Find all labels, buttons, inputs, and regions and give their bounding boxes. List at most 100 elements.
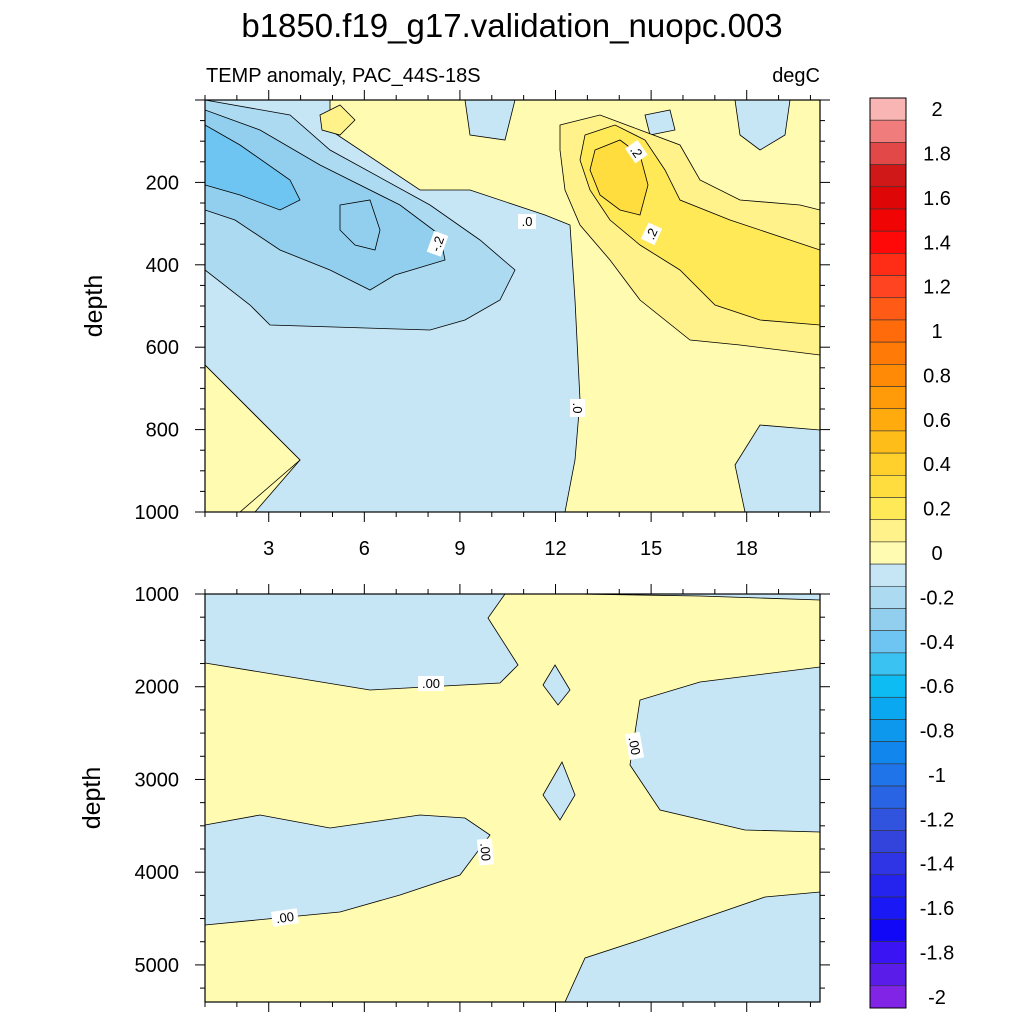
colorbar-swatch <box>869 275 907 299</box>
colorbar-swatch <box>869 830 907 853</box>
colorbar-swatch <box>869 785 907 809</box>
y-tick-label: 3000 <box>135 769 180 791</box>
upper-cool-patch-bottom-right <box>734 424 820 512</box>
contour-label: .00 <box>418 676 444 691</box>
colorbar-label: -0.6 <box>920 676 954 698</box>
colorbar-swatch <box>869 341 907 365</box>
lower-axis-ticks: 1000 2000 3000 4000 5000 <box>135 584 830 1012</box>
x-tick-label: 6 <box>359 538 370 560</box>
colorbar-label: 0.2 <box>923 499 951 521</box>
contour-label: .0 <box>570 399 585 417</box>
contour-label: .2 <box>640 222 663 246</box>
colorbar-swatch <box>869 674 907 698</box>
colorbar-swatch <box>869 253 907 276</box>
colorbar-label: -2 <box>928 987 946 1009</box>
upper-warm-patch-surface <box>319 104 356 136</box>
colorbar-label: -0.4 <box>920 632 954 654</box>
colorbar-swatch <box>869 608 907 631</box>
colorbar-label: 2 <box>931 99 942 121</box>
lower-contour-labels: .00 .00 .00 .00 <box>271 676 645 927</box>
svg-text:.00: .00 <box>477 842 494 861</box>
lower-cool-region-right <box>629 666 820 833</box>
colorbar-swatch <box>869 519 907 543</box>
y-tick-label: 2000 <box>135 677 180 699</box>
x-tick-label: 18 <box>736 538 758 560</box>
colorbar: 2 1.8 1.6 1.4 1.2 1 0.8 0.6 0.4 0.2 0 -0.2 -0.4 -0.6 -… <box>869 97 954 1009</box>
colorbar-label: -1.2 <box>920 809 954 831</box>
colorbar-swatch <box>869 741 907 765</box>
y-tick-label: 200 <box>146 172 179 194</box>
x-tick-label: 3 <box>263 538 274 560</box>
colorbar-swatch <box>869 119 907 143</box>
colorbar-swatch <box>869 630 907 654</box>
svg-text:.00: .00 <box>275 909 295 926</box>
colorbar-swatch <box>869 97 907 121</box>
lower-panel: .00 .00 .00 .00 1000 2000 3000 4000 5000 dep… <box>78 584 830 1012</box>
upper-warm-patch-bottom-left <box>205 364 301 512</box>
contour-label: .00 <box>624 731 645 761</box>
x-tick-label: 12 <box>544 538 566 560</box>
lower-cool-blob-2 <box>542 761 576 821</box>
upper-contour-field <box>205 100 820 512</box>
svg-text:.0: .0 <box>522 214 533 229</box>
colorbar-swatch <box>869 230 907 254</box>
colorbar-swatch <box>869 696 907 720</box>
y-tick-label: 800 <box>146 420 179 442</box>
x-tick-label: 9 <box>454 538 465 560</box>
colorbar-swatch <box>869 475 907 498</box>
upper-cool-patch-surface-3 <box>734 100 791 151</box>
panel-subtitle-left: TEMP anomaly, PAC_44S-18S <box>206 65 481 87</box>
colorbar-swatch <box>869 896 907 920</box>
colorbar-swatch <box>869 874 907 898</box>
upper-cool-patch-surface-2 <box>644 109 676 136</box>
colorbar-label: 1.4 <box>923 232 951 254</box>
colorbar-label: 1.8 <box>923 143 951 165</box>
y-tick-label: 1000 <box>135 584 180 606</box>
colorbar-swatch <box>869 208 907 232</box>
colorbar-swatch <box>869 985 907 1009</box>
y-tick-label: 5000 <box>135 955 180 977</box>
upper-cool-patch-surface-1 <box>464 100 516 141</box>
colorbar-swatch <box>869 652 907 676</box>
colorbar-label: -0.2 <box>920 587 954 609</box>
lower-cool-region-bottom <box>564 891 820 1002</box>
colorbar-swatch <box>869 386 907 410</box>
upper-contour-labels: -.2 .0 .2 .2 .0 <box>426 140 663 417</box>
svg-text:-.2: -.2 <box>428 234 447 253</box>
upper-axis-ticks: 3 6 9 12 15 18 200 400 600 800 1000 <box>135 90 830 560</box>
svg-text:.00: .00 <box>626 736 644 756</box>
colorbar-label: -0.8 <box>920 721 954 743</box>
lower-contour-field <box>205 594 820 1002</box>
colorbar-label: 0 <box>931 543 942 565</box>
colorbar-swatch <box>869 186 907 210</box>
contour-label: .2 <box>625 140 648 164</box>
colorbar-label: 0.6 <box>923 410 951 432</box>
colorbar-swatch <box>869 452 907 476</box>
lower-y-axis-label: depth <box>78 767 106 830</box>
colorbar-label: 1 <box>931 321 942 343</box>
contour-label: -.2 <box>426 230 449 257</box>
colorbar-label: -1 <box>928 765 946 787</box>
colorbar-swatch <box>869 719 907 742</box>
colorbar-swatch <box>869 941 907 964</box>
colorbar-label: 0.4 <box>923 454 951 476</box>
colorbar-frame <box>869 97 907 1009</box>
lower-cool-blob-1 <box>542 664 571 706</box>
svg-text:.0: .0 <box>570 403 585 414</box>
colorbar-swatch <box>869 297 907 321</box>
colorbar-swatch <box>869 164 907 188</box>
colorbar-swatch <box>869 430 907 454</box>
colorbar-swatch <box>869 364 907 387</box>
svg-text:.00: .00 <box>422 676 440 691</box>
y-tick-label: 4000 <box>135 862 180 884</box>
figure-title: b1850.f19_g17.validation_nuopc.003 <box>241 7 782 44</box>
colorbar-label: -1.4 <box>920 854 954 876</box>
colorbar-label: 1.2 <box>923 277 951 299</box>
lower-cool-region-top-right <box>574 594 820 601</box>
contour-label: .0 <box>518 214 536 229</box>
colorbar-swatch <box>869 918 907 942</box>
colorbar-swatch <box>869 541 907 565</box>
colorbar-swatch <box>869 807 907 831</box>
upper-cool-blob <box>339 199 381 251</box>
y-tick-label: 600 <box>146 337 179 359</box>
